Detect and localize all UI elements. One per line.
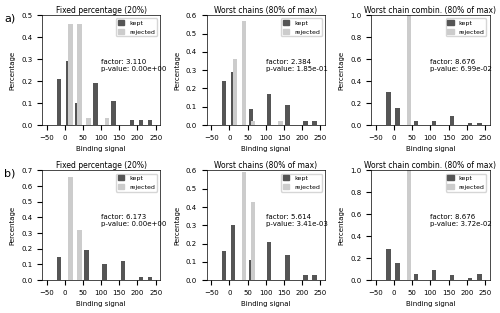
Bar bbox=[138, 120, 143, 125]
Bar bbox=[450, 116, 454, 125]
Bar bbox=[68, 24, 72, 125]
Bar bbox=[285, 254, 290, 280]
Bar bbox=[304, 275, 308, 280]
Bar bbox=[130, 120, 134, 125]
Bar bbox=[249, 109, 253, 125]
Bar bbox=[285, 105, 290, 125]
Bar bbox=[230, 72, 235, 125]
Bar bbox=[86, 119, 91, 125]
Bar bbox=[396, 107, 400, 125]
Text: b): b) bbox=[4, 168, 16, 178]
Bar bbox=[94, 83, 98, 125]
Bar bbox=[222, 251, 226, 280]
X-axis label: Binding signal: Binding signal bbox=[241, 146, 290, 152]
Y-axis label: Percentage: Percentage bbox=[339, 206, 345, 245]
Bar bbox=[222, 81, 226, 125]
X-axis label: Binding signal: Binding signal bbox=[76, 146, 126, 152]
Y-axis label: Percentage: Percentage bbox=[174, 206, 180, 245]
Text: factor: 2.384
p-value: 1.85e-01: factor: 2.384 p-value: 1.85e-01 bbox=[266, 59, 328, 72]
Legend: kept, rejected: kept, rejected bbox=[446, 18, 486, 36]
Bar bbox=[267, 94, 272, 125]
Bar bbox=[57, 257, 62, 280]
Bar bbox=[120, 261, 125, 280]
X-axis label: Binding signal: Binding signal bbox=[241, 301, 290, 307]
Legend: kept, rejected: kept, rejected bbox=[116, 18, 157, 36]
X-axis label: Binding signal: Binding signal bbox=[76, 301, 126, 307]
Y-axis label: Percentage: Percentage bbox=[10, 51, 16, 90]
Bar bbox=[414, 121, 418, 125]
Legend: kept, rejected: kept, rejected bbox=[281, 174, 322, 192]
Bar bbox=[78, 24, 82, 125]
Bar bbox=[75, 103, 80, 125]
Bar bbox=[242, 172, 246, 280]
Bar bbox=[230, 225, 235, 280]
X-axis label: Binding signal: Binding signal bbox=[406, 301, 455, 307]
Text: factor: 3.110
p-value: 0.00e+00: factor: 3.110 p-value: 0.00e+00 bbox=[101, 59, 166, 72]
Title: Worst chain combin. (80% of max): Worst chain combin. (80% of max) bbox=[364, 161, 496, 170]
Bar bbox=[68, 177, 72, 280]
Bar bbox=[396, 263, 400, 280]
Bar bbox=[432, 121, 436, 125]
Title: Fixed percentage (20%): Fixed percentage (20%) bbox=[56, 161, 146, 170]
Bar bbox=[386, 249, 390, 280]
Bar bbox=[406, 15, 411, 125]
X-axis label: Binding signal: Binding signal bbox=[406, 146, 455, 152]
Bar bbox=[304, 121, 308, 125]
Bar bbox=[468, 278, 472, 280]
Y-axis label: Percentage: Percentage bbox=[339, 51, 345, 90]
Bar bbox=[57, 79, 62, 125]
Title: Worst chains (80% of max): Worst chains (80% of max) bbox=[214, 6, 318, 15]
Legend: kept, rejected: kept, rejected bbox=[281, 18, 322, 36]
Bar bbox=[102, 264, 106, 280]
Bar bbox=[251, 121, 256, 125]
Bar bbox=[148, 120, 152, 125]
Text: factor: 8.676
p-value: 3.72e-02: factor: 8.676 p-value: 3.72e-02 bbox=[430, 214, 492, 227]
Title: Worst chains (80% of max): Worst chains (80% of max) bbox=[214, 161, 318, 170]
Bar bbox=[84, 250, 88, 280]
Bar bbox=[267, 242, 272, 280]
Bar bbox=[233, 59, 237, 125]
Title: Worst chain combin. (80% of max): Worst chain combin. (80% of max) bbox=[364, 6, 496, 15]
Bar bbox=[414, 274, 418, 280]
Bar bbox=[66, 61, 70, 125]
Text: a): a) bbox=[4, 13, 16, 23]
Bar bbox=[406, 171, 411, 280]
Legend: kept, rejected: kept, rejected bbox=[116, 174, 157, 192]
Bar bbox=[468, 123, 472, 125]
Bar bbox=[432, 270, 436, 280]
Bar bbox=[251, 202, 256, 280]
Bar bbox=[242, 21, 246, 125]
Bar bbox=[148, 277, 152, 280]
Legend: kept, rejected: kept, rejected bbox=[446, 174, 486, 192]
Bar bbox=[477, 123, 482, 125]
Text: factor: 6.173
p-value: 0.00e+00: factor: 6.173 p-value: 0.00e+00 bbox=[101, 214, 166, 227]
Bar bbox=[104, 119, 109, 125]
Bar bbox=[278, 121, 282, 125]
Text: factor: 5.614
p-value: 3.41e-03: factor: 5.614 p-value: 3.41e-03 bbox=[266, 214, 328, 227]
Bar bbox=[312, 275, 317, 280]
Bar bbox=[450, 275, 454, 280]
Bar bbox=[138, 277, 143, 280]
Text: factor: 8.676
p-value: 6.99e-02: factor: 8.676 p-value: 6.99e-02 bbox=[430, 59, 492, 72]
Y-axis label: Percentage: Percentage bbox=[10, 206, 16, 245]
Bar bbox=[112, 101, 116, 125]
Y-axis label: Percentage: Percentage bbox=[174, 51, 180, 90]
Bar bbox=[249, 260, 253, 280]
Bar bbox=[386, 92, 390, 125]
Title: Fixed percentage (20%): Fixed percentage (20%) bbox=[56, 6, 146, 15]
Bar bbox=[78, 230, 82, 280]
Bar bbox=[312, 121, 317, 125]
Bar bbox=[477, 274, 482, 280]
